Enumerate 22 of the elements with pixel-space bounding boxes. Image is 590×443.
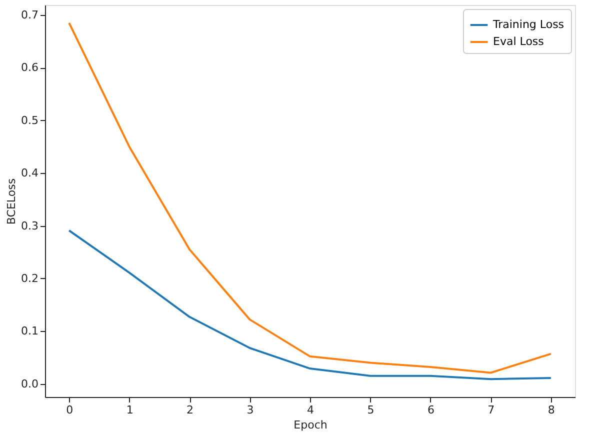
x-tick-label: 8: [548, 404, 555, 416]
x-tick-label: 3: [246, 404, 254, 416]
y-tick-label: 0.3: [21, 219, 38, 232]
x-tick-label: 1: [126, 404, 134, 416]
x-tick-label: 0: [66, 404, 74, 416]
y-tick-label: 0.4: [21, 166, 38, 180]
legend-label: Eval Loss: [493, 35, 544, 48]
x-axis-title: Epoch: [294, 418, 328, 432]
x-tick-label: 2: [186, 404, 194, 416]
y-axis-title: BCELoss: [5, 178, 18, 225]
y-tick-label: 0.5: [21, 114, 38, 127]
y-tick-label: 0.2: [21, 272, 38, 285]
y-tick-label: 0.6: [21, 61, 38, 74]
x-tick-label: 7: [488, 404, 495, 416]
y-tick-label: 0.7: [21, 8, 38, 22]
x-tick-label: 4: [307, 404, 314, 416]
x-tick-label: 5: [367, 404, 374, 416]
line-series: [68, 230, 552, 380]
y-tick-label: 0.1: [21, 324, 38, 338]
legend-label: Training Loss: [492, 18, 564, 31]
y-tick-label: 0.0: [21, 377, 38, 390]
x-tick-label: 6: [427, 404, 434, 416]
